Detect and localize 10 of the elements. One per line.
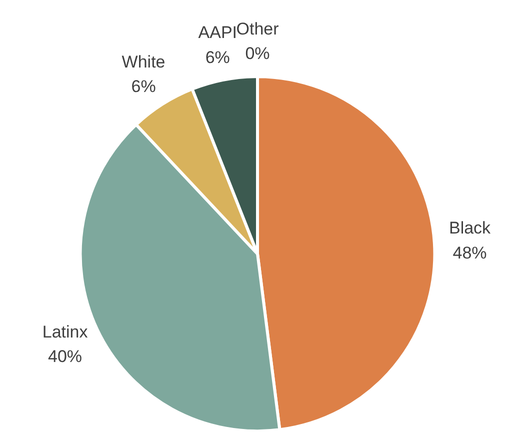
- data-label: 6%: [205, 48, 230, 67]
- data-label: 40%: [48, 347, 82, 366]
- text: 0%: [245, 44, 270, 64]
- slice-label: Black: [448, 218, 492, 238]
- category-label: Other: [236, 19, 279, 38]
- data-label: 6%: [131, 77, 156, 96]
- slice-label: White: [122, 52, 166, 72]
- slice-label: Latinx: [42, 322, 88, 342]
- data-label: 48%: [452, 243, 487, 262]
- slice-label: AAPI: [198, 23, 238, 42]
